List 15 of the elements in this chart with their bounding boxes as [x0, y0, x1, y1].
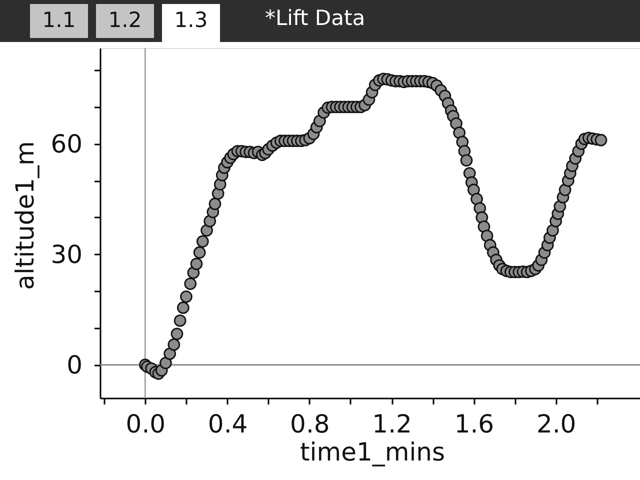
y-axis-title: altitude1_m [10, 141, 40, 290]
x-tick-label: 1.6 [454, 410, 494, 438]
y-tick-label: 60 [50, 129, 82, 158]
x-tick-label: 0.0 [126, 410, 166, 438]
x-axis-title: time1_mins [300, 438, 446, 466]
x-tick-label: 0.8 [290, 410, 330, 438]
chart-title: *Lift Data [264, 6, 366, 30]
x-tick-label: 1.2 [372, 410, 412, 438]
y-tick-label: 0 [66, 350, 82, 380]
x-tick-label: 2.0 [536, 410, 576, 438]
text: 1.2 [108, 8, 142, 32]
text: 1.1 [42, 8, 76, 32]
text: 1.3 [174, 8, 208, 32]
y-tick-label: 30 [50, 240, 82, 269]
x-tick-label: 0.4 [208, 410, 248, 438]
